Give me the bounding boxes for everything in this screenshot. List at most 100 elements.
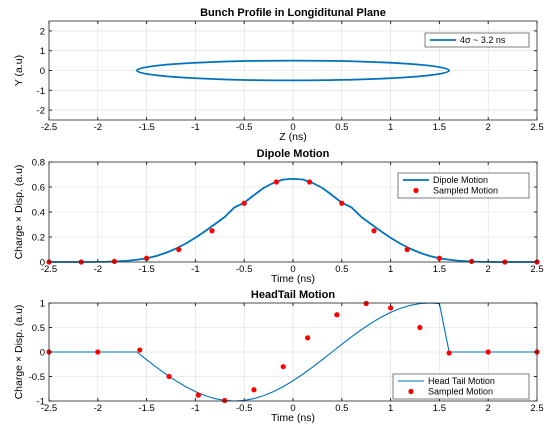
data-point xyxy=(306,179,313,185)
x-axis-label: Time (ns) xyxy=(271,412,315,424)
x-tick-label: 0.5 xyxy=(335,264,348,275)
data-point xyxy=(195,392,201,398)
data-point xyxy=(305,335,311,341)
y-tick-label: 0.8 xyxy=(32,158,45,169)
data-layer xyxy=(49,302,537,402)
x-tick-label: 2 xyxy=(486,264,491,275)
legend-label: Sampled Motion xyxy=(428,387,493,397)
y-tick-label: 1 xyxy=(40,46,45,57)
x-tick-label: -2.5 xyxy=(41,403,57,414)
legend-box xyxy=(397,172,530,199)
chart-title: Bunch Profile in Longiditunal Plane xyxy=(200,7,386,19)
x-tick-label: 0 xyxy=(290,403,295,414)
data-point xyxy=(273,179,280,185)
x-tick-label: 1.5 xyxy=(433,403,446,414)
x-tick-label: -0.5 xyxy=(236,403,252,414)
legend-marker xyxy=(408,388,414,395)
x-tick-label: 2 xyxy=(486,122,491,133)
y-tick-label: -2 xyxy=(37,106,45,117)
y-tick-label: 1 xyxy=(40,299,45,310)
y-axis-label: Charge × Disp. (a.u) xyxy=(13,305,25,400)
y-tick-label: 0 xyxy=(40,66,45,77)
x-tick-label: -1 xyxy=(191,403,199,414)
y-tick-label: -0.5 xyxy=(29,372,45,383)
x-tick-label: 0 xyxy=(290,264,295,275)
y-tick-label: 0.2 xyxy=(32,233,45,244)
data-point xyxy=(404,246,410,253)
chart-title: Dipole Motion xyxy=(257,148,330,160)
x-tick-label: -2.5 xyxy=(41,122,57,133)
data-point xyxy=(436,255,442,261)
legend-label: 4σ ~ 3.2 ns xyxy=(460,35,506,45)
y-axis-label: Charge × Disp. (a.u) xyxy=(13,165,25,260)
x-tick-label: -2 xyxy=(94,122,102,133)
legend-box xyxy=(424,32,530,48)
x-axis-label: Time (ns) xyxy=(271,273,315,285)
x-tick-label: -1 xyxy=(191,122,199,133)
data-point xyxy=(176,246,182,253)
data-point xyxy=(251,387,257,393)
x-tick-label: -1 xyxy=(191,264,199,275)
data-layer xyxy=(135,59,451,82)
data-point xyxy=(144,255,150,261)
x-tick-label: -2 xyxy=(94,264,102,275)
x-tick-label: 2.5 xyxy=(530,122,543,133)
data-point xyxy=(363,300,369,307)
data-layer xyxy=(49,177,537,263)
series-line xyxy=(49,302,537,402)
data-point xyxy=(166,373,172,380)
chart-3: -2.5 -2 -1.5 -1 -0.5 0 0.5 1 1.5 2 2.5 -1 -0.5 0 0.5 1 H… xyxy=(13,289,544,424)
data-point xyxy=(111,258,117,264)
x-tick-label: 1 xyxy=(388,403,393,414)
chart-2: -2.5 -2 -1.5 -1 -0.5 0 0.5 1 1.5 2 2.5 0 0.2 0.4 0.6 0.… xyxy=(13,148,544,285)
x-tick-label: 2.5 xyxy=(530,264,543,275)
data-point xyxy=(241,200,247,206)
data-point xyxy=(446,350,452,356)
x-tick-label: -2.5 xyxy=(41,264,57,275)
y-tick-label: -1 xyxy=(37,397,45,408)
x-tick-label: -0.5 xyxy=(236,122,252,133)
data-point xyxy=(209,228,215,234)
x-tick-label: 0.5 xyxy=(335,122,348,133)
data-point xyxy=(95,349,101,355)
chart-1: -2.5 -2 -1.5 -1 -0.5 0 0.5 1 1.5 2 2.5 -2 -1 0 1 2 Bunch… xyxy=(13,7,544,143)
x-tick-label: -0.5 xyxy=(236,264,252,275)
x-tick-label: -1.5 xyxy=(138,122,154,133)
x-tick-label: 1 xyxy=(388,264,393,275)
data-point xyxy=(334,312,340,318)
data-point xyxy=(280,364,286,370)
y-tick-label: 2 xyxy=(40,26,45,37)
data-point xyxy=(485,349,491,355)
legend-marker xyxy=(413,187,419,194)
y-tick-label: -1 xyxy=(37,86,45,97)
data-point xyxy=(371,228,377,234)
y-tick-label: 0.4 xyxy=(32,208,45,219)
x-tick-label: 1.5 xyxy=(433,264,446,275)
x-tick-label: 1.5 xyxy=(433,122,446,133)
legend-label: Head Tail Motion xyxy=(428,376,495,386)
x-tick-label: -2 xyxy=(94,403,102,414)
x-tick-label: 2 xyxy=(486,403,491,414)
legend-label: Sampled Motion xyxy=(433,186,498,196)
legend-box xyxy=(392,373,530,400)
data-point xyxy=(417,324,423,331)
data-point xyxy=(339,200,345,206)
y-tick-label: 0 xyxy=(40,258,45,269)
x-tick-label: -1.5 xyxy=(138,403,154,414)
data-point xyxy=(469,258,475,264)
data-point xyxy=(222,397,228,404)
series-line xyxy=(49,177,537,263)
chart-title: HeadTail Motion xyxy=(251,289,335,301)
x-axis-label: Z (ns) xyxy=(279,131,306,143)
x-tick-label: 0 xyxy=(290,122,295,133)
y-tick-label: 0.6 xyxy=(32,183,45,194)
series-ellipse xyxy=(135,59,451,82)
data-point xyxy=(388,305,394,311)
y-tick-label: 0.5 xyxy=(32,323,45,334)
x-tick-label: 0.5 xyxy=(335,403,348,414)
data-point xyxy=(137,347,143,353)
legend: 4σ ~ 3.2 ns xyxy=(424,32,530,48)
